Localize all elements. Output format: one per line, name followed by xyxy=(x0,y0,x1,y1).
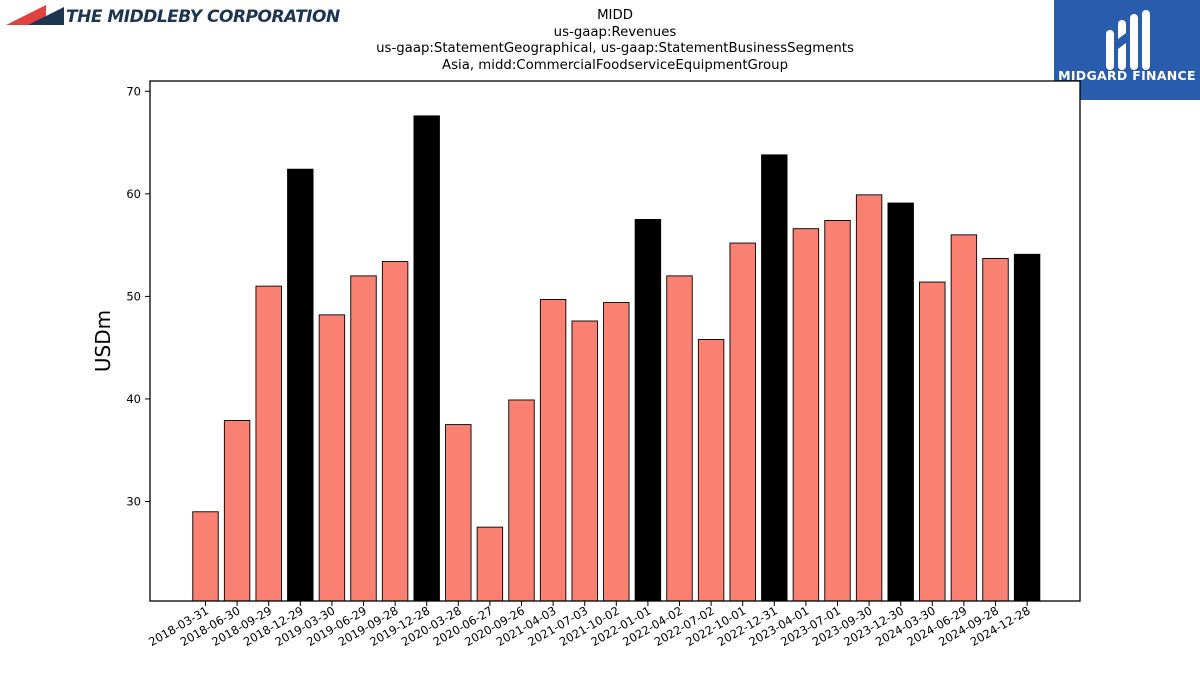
bar-2020-03-28 xyxy=(445,424,472,602)
bar-2023-07-01 xyxy=(824,220,851,602)
y-tick-label: 30 xyxy=(126,495,141,509)
chart-title-line-4: Asia, midd:CommercialFoodserviceEquipmen… xyxy=(441,57,789,73)
brand-logo-mark-icon xyxy=(1106,10,1150,70)
y-tick-label: 60 xyxy=(126,187,141,201)
bar-2018-09-29 xyxy=(255,285,282,602)
chart-title-line-2: us-gaap:Revenues xyxy=(553,24,677,40)
company-logo-text: THE MIDDLEBY CORPORATION xyxy=(66,7,340,27)
bar-2024-12-28 xyxy=(1013,253,1041,602)
bar-2020-09-26 xyxy=(508,399,535,602)
bar-2021-10-02 xyxy=(603,302,630,602)
bar-2022-07-02 xyxy=(697,339,725,602)
chart-title-line-1: MIDD xyxy=(597,8,633,23)
bar-2018-03-31 xyxy=(192,511,219,602)
bar-2022-10-01 xyxy=(729,242,756,602)
bar-2023-04-01 xyxy=(792,228,820,602)
bar-2024-06-29 xyxy=(950,234,978,602)
bar-2019-09-28 xyxy=(381,261,409,602)
y-axis-ticks: 30 40 50 60 70 xyxy=(126,84,150,509)
bar-2023-12-30 xyxy=(887,202,914,602)
y-tick-label: 50 xyxy=(126,289,141,303)
brand-logo-text: MIDGARD FINANCE xyxy=(1058,68,1196,83)
y-axis-label: USDm xyxy=(91,310,115,372)
company-logo: THE MIDDLEBY CORPORATION xyxy=(6,5,340,29)
bar-2024-03-30 xyxy=(919,281,946,602)
x-axis-ticks: 2018-03-312018-06-302018-09-292018-12-29… xyxy=(146,601,1033,649)
y-tick-label: 70 xyxy=(126,84,141,98)
bar-2019-06-29 xyxy=(350,275,377,602)
bar-series xyxy=(192,115,1041,602)
bar-2023-09-30 xyxy=(855,194,883,602)
bar-2019-03-30 xyxy=(318,314,346,602)
plot-frame xyxy=(149,80,1081,602)
bar-2020-06-27 xyxy=(476,526,504,602)
bar-2018-12-29 xyxy=(287,168,314,602)
company-logo-mark-icon xyxy=(6,5,64,25)
bar-2022-12-31 xyxy=(761,154,788,602)
bar-2021-07-03 xyxy=(571,320,598,602)
bar-2021-04-03 xyxy=(539,299,567,602)
y-tick-label: 40 xyxy=(126,392,141,406)
bar-2022-04-02 xyxy=(666,275,693,602)
bar-2019-12-28 xyxy=(413,115,440,602)
bar-2024-09-28 xyxy=(982,257,1009,602)
chart-title-line-3: us-gaap:StatementGeographical, us-gaap:S… xyxy=(376,41,854,56)
chart-title: MIDD us-gaap:Revenues us-gaap:StatementG… xyxy=(250,8,980,74)
bar-2018-06-30 xyxy=(223,420,251,602)
bar-2022-01-01 xyxy=(634,219,662,602)
